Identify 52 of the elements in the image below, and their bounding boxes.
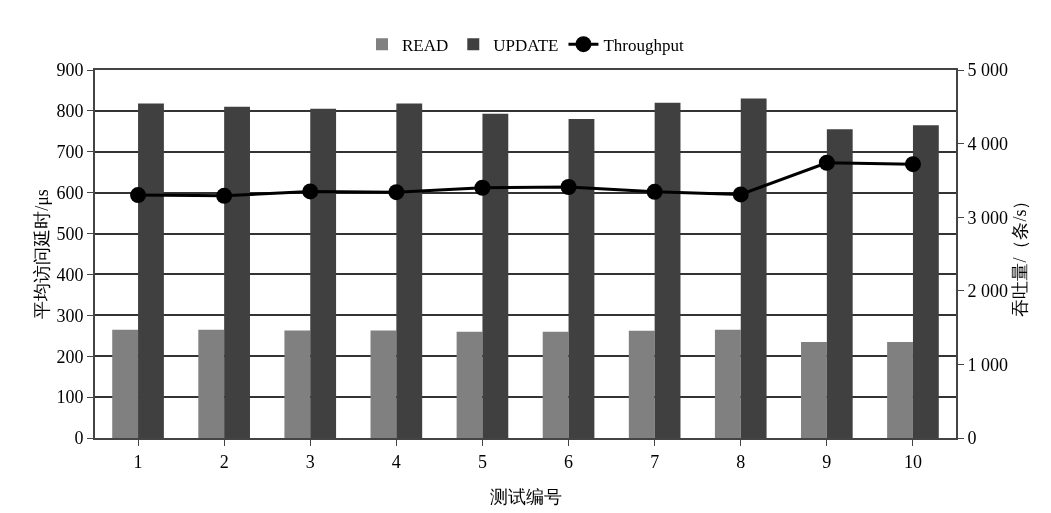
bar	[542, 331, 569, 438]
x-axis-title: 测试编号	[489, 487, 562, 507]
x-tick-label: 8	[736, 451, 746, 472]
bar	[887, 341, 913, 438]
y-tick-label: 100	[56, 387, 84, 408]
point	[560, 179, 577, 196]
y2-tick-label: 4 000	[967, 133, 1009, 154]
y2-axis-title: 吞吐量/（条/s）	[1010, 191, 1031, 317]
x-tick-label: 2	[219, 451, 229, 472]
y2-tick-label: 5 000	[967, 60, 1009, 81]
legend-label: READ	[402, 35, 449, 55]
bar	[714, 329, 741, 438]
bar	[370, 330, 397, 438]
y-tick-label: 500	[56, 223, 84, 244]
bar	[198, 329, 225, 438]
x-tick-label: 7	[650, 451, 660, 472]
point	[130, 187, 147, 204]
y2-tick-label: 2 000	[967, 281, 1009, 302]
y-tick-label: 400	[56, 264, 84, 285]
legend-label: UPDATE	[493, 35, 559, 55]
point	[216, 187, 233, 204]
x-tick-label: 4	[391, 451, 401, 472]
point	[302, 183, 319, 200]
point	[388, 184, 405, 201]
y-tick-label: 800	[56, 101, 84, 122]
y2-tick-label: 3 000	[967, 207, 1009, 228]
y-tick-label: 900	[56, 60, 84, 81]
x-tick-label: 1	[133, 451, 143, 472]
y-tick-label: 600	[56, 182, 84, 203]
y-tick-label: 200	[56, 346, 84, 367]
y-axis-title: 平均访问延时/μs	[32, 189, 52, 319]
point	[646, 183, 663, 200]
point	[474, 179, 491, 196]
bar	[628, 330, 655, 438]
bar	[284, 330, 311, 438]
bar	[456, 331, 483, 438]
y2-tick-label: 0	[967, 428, 977, 449]
x-tick-label: 10	[903, 451, 922, 472]
bar	[801, 341, 827, 438]
y-tick-label: 700	[56, 142, 84, 163]
bar	[112, 329, 139, 438]
point	[904, 156, 921, 173]
y-tick-label: 300	[56, 305, 84, 326]
legend-label: Throughput	[603, 35, 684, 55]
point	[818, 154, 835, 171]
y2-tick-label: 1 000	[967, 354, 1009, 375]
y-tick-label: 0	[74, 428, 84, 449]
x-tick-label: 3	[305, 451, 315, 472]
x-tick-label: 5	[477, 451, 487, 472]
point	[732, 186, 749, 203]
x-tick-label: 9	[822, 451, 832, 472]
x-tick-label: 6	[564, 451, 574, 472]
